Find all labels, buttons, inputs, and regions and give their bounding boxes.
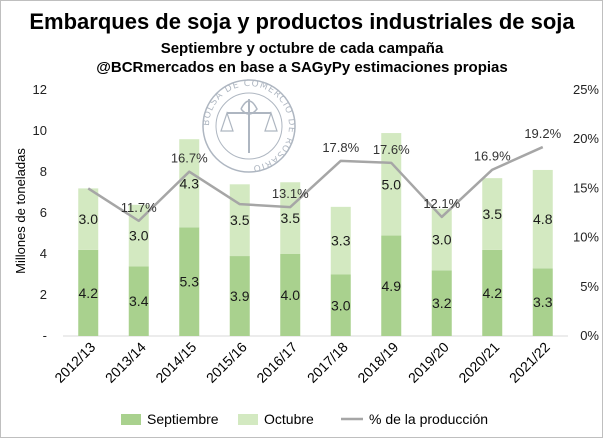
- line-label-porcentaje: 19.2%: [524, 126, 561, 141]
- x-tick-label: 2020/21: [455, 339, 502, 386]
- line-label-porcentaje: 11.7%: [121, 200, 157, 215]
- y2-tick-label: 0%: [580, 328, 599, 343]
- line-label-porcentaje: 16.7%: [171, 151, 208, 166]
- bar-label-octubre: 3.0: [432, 232, 452, 248]
- legend-swatch-octubre: [238, 414, 258, 425]
- bcr-seal-watermark: BOLSA DE COMERCIO DE ROSARIO: [202, 79, 296, 173]
- bar-label-octubre: 3.3: [331, 233, 351, 249]
- x-tick-label: 2017/18: [304, 339, 351, 386]
- bar-label-septiembre: 3.0: [331, 297, 351, 313]
- legend-label-septiembre: Septiembre: [147, 411, 219, 427]
- plot-area: - 2 4 6 8 10 12 0% 5% 10% 15% 20% 25% 4.2 3.0 2012/13 3.…: [33, 82, 600, 386]
- bar-label-septiembre: 3.3: [533, 294, 553, 310]
- y-tick-label: 10: [33, 123, 47, 138]
- bar-label-octubre: 3.0: [79, 211, 99, 227]
- line-label-porcentaje: 17.6%: [373, 142, 410, 157]
- x-tick-label: 2016/17: [253, 339, 300, 386]
- x-tick-label: 2014/15: [152, 339, 199, 386]
- bar-label-septiembre: 4.2: [79, 285, 99, 301]
- x-tick-label: 2019/20: [405, 339, 452, 386]
- bar-label-septiembre: 3.4: [129, 293, 149, 309]
- legend: Septiembre Octubre % de la producción: [121, 411, 488, 427]
- bar-label-septiembre: 5.3: [180, 274, 200, 290]
- x-tick-label: 2021/22: [506, 339, 553, 386]
- y2-tick-label: 25%: [573, 82, 599, 97]
- x-tick-label: 2013/14: [102, 339, 149, 386]
- legend-label-octubre: Octubre: [264, 411, 314, 427]
- y-tick-label: 2: [40, 287, 47, 302]
- bar-label-octubre: 4.8: [533, 211, 553, 227]
- chart-title: Embarques de soja y productos industrial…: [29, 9, 575, 34]
- y-tick-label: -: [43, 328, 47, 343]
- line-label-porcentaje: 12.1%: [423, 196, 460, 211]
- y-tick-label: 12: [33, 82, 47, 97]
- chart-subtitle: Septiembre y octubre de cada campaña: [161, 40, 444, 57]
- y2-tick-label: 15%: [573, 180, 599, 195]
- bar-label-septiembre: 3.9: [230, 288, 250, 304]
- bar-label-octubre: 3.5: [483, 206, 503, 222]
- line-label-porcentaje: 16.9%: [474, 149, 511, 164]
- bar-label-octubre: 3.0: [129, 228, 149, 244]
- line-label-porcentaje: 13.1%: [272, 186, 309, 201]
- y-tick-label: 4: [40, 246, 47, 261]
- bar-label-septiembre: 4.2: [483, 285, 503, 301]
- x-tick-label: 2012/13: [51, 339, 98, 386]
- bar-label-octubre: 3.5: [230, 212, 250, 228]
- y-tick-label: 6: [40, 205, 47, 220]
- x-tick-label: 2018/19: [354, 339, 401, 386]
- bar-label-octubre: 3.5: [281, 210, 301, 226]
- x-tick-label: 2015/16: [203, 339, 250, 386]
- y2-tick-label: 5%: [580, 279, 599, 294]
- bar-label-septiembre: 4.0: [281, 287, 301, 303]
- bar-label-septiembre: 3.2: [432, 295, 452, 311]
- line-label-porcentaje: 17.8%: [322, 140, 359, 155]
- bar-label-septiembre: 4.9: [382, 278, 402, 294]
- y-axis-label: Millones de toneladas: [13, 148, 28, 274]
- y-tick-label: 8: [40, 164, 47, 179]
- y2-tick-label: 20%: [573, 131, 599, 146]
- chart-source: @BCRmercados en base a SAGyPy estimacion…: [96, 59, 507, 76]
- bar-label-octubre: 5.0: [382, 176, 402, 192]
- legend-label-porcentaje: % de la producción: [369, 411, 488, 427]
- y2-tick-label: 10%: [573, 230, 599, 245]
- legend-swatch-septiembre: [121, 414, 141, 425]
